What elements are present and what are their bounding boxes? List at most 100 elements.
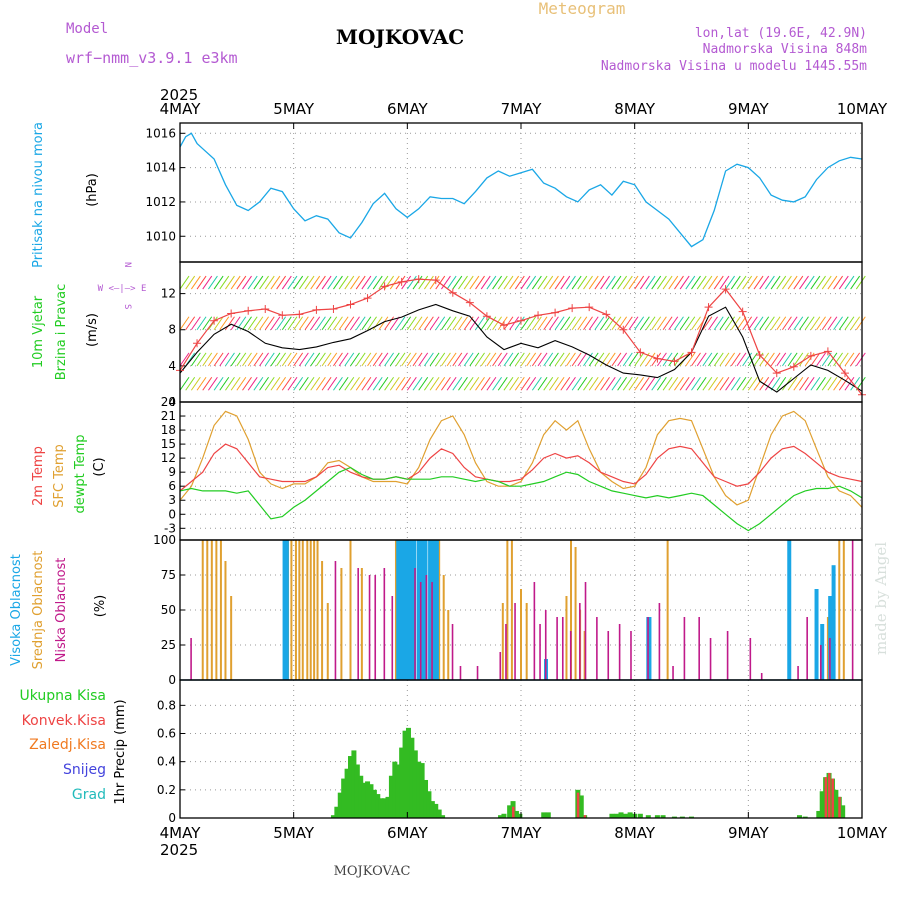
cloud-mid-bar [438, 540, 441, 680]
wind-barb [429, 352, 440, 367]
wind-barb [441, 376, 451, 391]
wind-barb [719, 275, 730, 290]
precip-total-bar [385, 796, 391, 818]
precip-total-bar [545, 812, 551, 818]
cloud-mid-bar [215, 540, 218, 680]
wind-barb [384, 275, 395, 290]
legend-snow: Snijeg [63, 762, 106, 778]
wind-barb [668, 275, 679, 290]
wind-barb [321, 316, 332, 331]
wind-barb [389, 376, 400, 391]
cloud-mid-bar [570, 540, 573, 680]
wind-barb [503, 316, 514, 331]
precip-total-bar [436, 809, 442, 818]
wind-barb [821, 275, 832, 290]
wind-barb [412, 275, 423, 290]
wind-barb [452, 376, 463, 391]
wind-barb [503, 275, 514, 290]
wind-barb [526, 275, 537, 290]
cloud-low-bar [357, 568, 359, 680]
wind-barb [850, 316, 861, 331]
wind-gust-marker [431, 276, 440, 285]
cloud-mid-bar [838, 540, 841, 680]
wind-barb [452, 316, 463, 331]
wind-barb [264, 352, 275, 367]
wind-gust-marker [551, 308, 560, 317]
wind-gust-marker [585, 303, 594, 312]
precip-total-bar [618, 812, 624, 818]
precip-total-bar [334, 806, 340, 818]
precip-convective-bar [838, 796, 841, 818]
wind-barb [656, 316, 667, 331]
wind-barb [372, 275, 383, 290]
cloud-high-bar [428, 540, 433, 680]
wind-barb [799, 352, 809, 367]
wind-barb [600, 376, 610, 391]
wind-barb [350, 376, 360, 391]
wind-barb [270, 376, 281, 391]
wind-barb [270, 352, 281, 367]
wind-barb [469, 376, 480, 391]
wind-barb [554, 316, 565, 331]
wind-barb [486, 376, 497, 391]
wind-barb [685, 275, 696, 290]
wind-gust-marker [380, 282, 389, 291]
sfc-temp-line [179, 410, 863, 508]
wind-barb [833, 352, 843, 367]
cloud-low-bar [630, 631, 632, 680]
precip-total-bar [402, 730, 408, 818]
cloud-low-bar [419, 582, 422, 680]
wind-barb [793, 275, 804, 290]
wind-gust-marker [636, 348, 645, 357]
precip-total-bar [337, 792, 343, 818]
wind-barb [674, 376, 684, 391]
cloud-low-bar [476, 666, 479, 680]
wind-barb [446, 376, 457, 391]
y-tick-label: 15 [161, 437, 176, 451]
precip-total-bar [378, 798, 384, 818]
wind-barb [549, 376, 559, 391]
cloud-low-bar [499, 652, 502, 680]
wind-barb [799, 376, 809, 391]
wind-barb [713, 275, 724, 290]
wind-barb [622, 376, 633, 391]
wind-barb [759, 316, 770, 331]
wind-barb [304, 376, 315, 391]
wind-barb [725, 316, 736, 331]
precip-total-bar [578, 795, 584, 818]
precip-total-bar [429, 801, 435, 818]
cloud-mid-bar [230, 596, 233, 680]
cloud-mid-bar [520, 589, 522, 680]
precip-total-bar [371, 789, 377, 818]
wind-barb [605, 275, 616, 290]
wind-barb [554, 376, 565, 391]
wind-barb [668, 316, 679, 331]
wind-barb [838, 316, 849, 331]
cloud-mid-bar [447, 610, 450, 680]
wind-barb [810, 316, 821, 331]
wind-barb [810, 376, 821, 391]
y-tick-label: 12 [161, 287, 176, 301]
x-tick-label-top: 4MAY [160, 100, 202, 118]
wind-barb [588, 316, 599, 331]
wind-gust-marker [517, 316, 525, 325]
precip-total-bar [341, 778, 347, 818]
wind-barb [378, 376, 389, 391]
wind-barb [708, 316, 718, 331]
cloud-low-bar [383, 568, 386, 680]
cloud-low-bar [647, 617, 649, 680]
wind-barb [827, 316, 838, 331]
cloud-low-bar [190, 638, 192, 680]
wind-barb [344, 376, 355, 391]
x-tick-label-top: 5MAY [273, 100, 315, 118]
wind-barb [435, 376, 446, 391]
wind-barb [310, 275, 321, 290]
wind-barb [190, 316, 201, 331]
wind-barb [213, 376, 224, 391]
wind-barb [702, 316, 713, 331]
wind-gust-marker [482, 312, 491, 321]
precip-total-bar [627, 812, 633, 818]
wind-barb [264, 275, 275, 290]
wind-barb [770, 316, 781, 331]
wind-barb [509, 275, 520, 290]
